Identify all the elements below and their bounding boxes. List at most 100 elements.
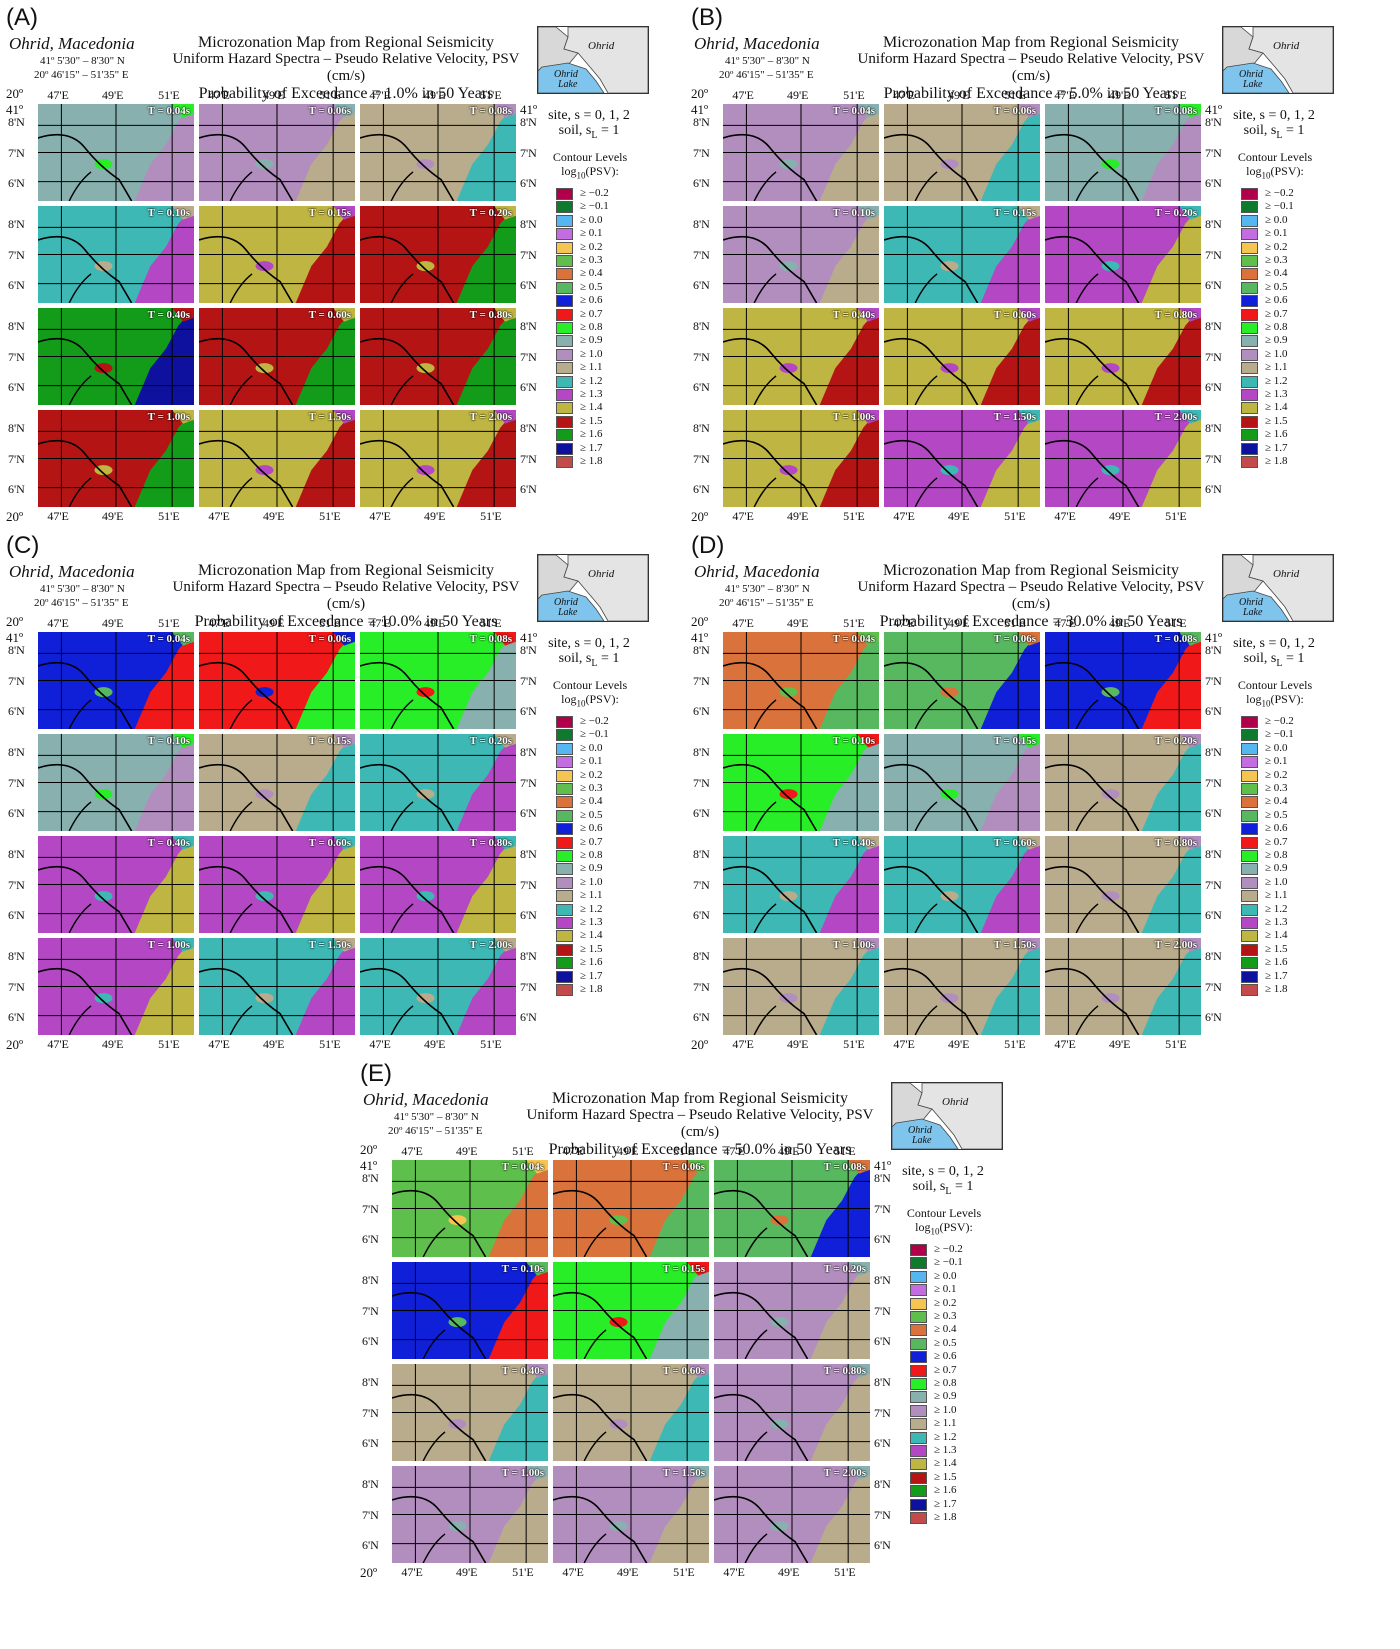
- contour-legend: ≥ −0.2 ≥ −0.1 ≥ 0.0 ≥ 0.1 ≥ 0.2 ≥ 0.3 ≥ 0.4 ≥ 0…: [556, 187, 626, 469]
- latitude-tick-label: 8'N: [693, 115, 710, 130]
- legend-label: ≥ 1.2: [580, 902, 603, 915]
- legend-swatch: [910, 1257, 927, 1270]
- latitude-tick-label: 8'N: [8, 217, 25, 232]
- longitude-tick-label: 49'E: [948, 1037, 970, 1051]
- longitude-tick-label: 49'E: [424, 509, 446, 523]
- legend-swatch: [1241, 756, 1258, 769]
- legend-swatch: [556, 729, 573, 742]
- legend-item: ≥ 1.8: [910, 1511, 980, 1525]
- period-label: T = 0.15s: [993, 735, 1036, 747]
- legend-swatch: [556, 362, 573, 375]
- map-tile-drawing: [553, 1160, 709, 1257]
- legend-label: ≥ 0.9: [1265, 862, 1288, 875]
- map-tile-2_00s: T = 2.00s: [360, 938, 516, 1035]
- map-tile-drawing: [1045, 410, 1201, 507]
- legend-item: ≥ 0.5: [556, 281, 626, 295]
- legend-item: ≥ 1.0: [1241, 876, 1311, 890]
- inset-lake-label: Ohrid: [908, 1125, 932, 1136]
- legend-item: ≥ 1.5: [1241, 415, 1311, 429]
- longitude-tick-label: 51'E: [319, 1037, 341, 1051]
- legend-label: ≥ 1.5: [1265, 942, 1288, 955]
- legend-swatch: [1241, 783, 1258, 795]
- latitude-tick-label: 6'N: [8, 805, 25, 820]
- legend-item: ≥ 0.2: [1241, 240, 1311, 255]
- latitude-tick-label: 6'N: [520, 1009, 537, 1024]
- legend-item: ≥ 0.4: [556, 795, 626, 809]
- map-tile-0_80s: T = 0.80s: [1045, 308, 1201, 405]
- legend-item: ≥ 0.5: [910, 1337, 980, 1351]
- site-line: site, s = 0, 1, 2: [1233, 636, 1315, 651]
- legend-label: ≥ 0.9: [934, 1390, 957, 1403]
- period-label: T = 2.00s: [469, 939, 512, 951]
- legend-swatch: [556, 783, 573, 795]
- legend-item: ≥ 0.4: [556, 267, 626, 281]
- period-label: T = 0.60s: [308, 309, 351, 321]
- corner-latitude-label-right: 41º: [520, 630, 538, 645]
- legend-item: ≥ 1.6: [556, 956, 626, 970]
- legend-swatch: [556, 415, 573, 428]
- latitude-tick-label: 6'N: [693, 481, 710, 496]
- latitude-tick-label: 7'N: [362, 1202, 379, 1217]
- latitude-tick-label: 6'N: [1205, 805, 1222, 820]
- legend-swatch: [910, 1284, 927, 1297]
- latitude-tick-label: 6'N: [520, 277, 537, 292]
- legend-label: ≥ 0.4: [580, 795, 603, 808]
- period-label: T = 0.20s: [469, 735, 512, 747]
- latitude-tick-label: 8'N: [1205, 847, 1222, 862]
- map-tile-1_50s: T = 1.50s: [199, 410, 355, 507]
- legend-item: ≥ 0.9: [556, 334, 626, 348]
- legend-item: ≥ 1.5: [556, 943, 626, 957]
- soil-line: soil, sL = 1: [888, 1179, 998, 1199]
- legend-item: ≥ 0.4: [1241, 795, 1311, 809]
- period-label: T = 0.15s: [308, 735, 351, 747]
- map-tile-1_50s: T = 1.50s: [199, 938, 355, 1035]
- legend-label: ≥ 1.7: [580, 969, 603, 982]
- period-label: T = 0.20s: [1154, 735, 1197, 747]
- corner-longitude-label: 20º: [360, 1142, 378, 1157]
- latitude-tick-label: 6'N: [362, 1231, 379, 1246]
- longitude-tick-label: 49'E: [263, 509, 285, 523]
- legend-item: ≥ 0.4: [1241, 267, 1311, 281]
- legend-label: ≥ 0.8: [934, 1377, 957, 1389]
- latitude-tick-label: 8'N: [8, 949, 25, 964]
- map-tile-0_15s: T = 0.15s: [884, 206, 1040, 303]
- legend-item: ≥ 1.5: [556, 415, 626, 429]
- legend-item: ≥ 1.7: [556, 442, 626, 456]
- legend-label: ≥ 0.2: [1265, 240, 1288, 253]
- legend-label: ≥ 0.8: [580, 321, 603, 333]
- longitude-tick-label: 49'E: [1109, 88, 1131, 102]
- legend-item: ≥ 1.2: [1241, 903, 1311, 917]
- map-tile-drawing: [360, 104, 516, 201]
- legend-swatch: [1241, 769, 1258, 782]
- map-panel-d: (D) Ohrid, Macedonia 41º 5'30" – 8'30" N 20…: [691, 532, 1381, 1057]
- legend-label: ≥ 0.3: [934, 1310, 957, 1322]
- soil-line-value: = 1: [597, 123, 620, 138]
- latitude-tick-label: 6'N: [8, 277, 25, 292]
- legend-label: ≥ 1.8: [580, 455, 603, 467]
- latitude-tick-label: 6'N: [693, 1009, 710, 1024]
- legend-label: ≥ 1.2: [1265, 374, 1288, 387]
- legend-swatch: [556, 970, 573, 983]
- latitude-tick-label: 6'N: [874, 1333, 891, 1348]
- longitude-tick-label: 49'E: [102, 616, 124, 630]
- legend-item: ≥ 0.5: [1241, 281, 1311, 295]
- longitude-tick-label: 47'E: [208, 616, 230, 630]
- legend-swatch: [556, 984, 573, 996]
- latitude-range: 41º 5'30" – 8'30" N: [394, 1111, 479, 1123]
- legend-item: ≥ 0.3: [1241, 782, 1311, 796]
- legend-swatch: [1241, 716, 1258, 728]
- latitude-tick-label: 7'N: [520, 980, 537, 995]
- map-tile-0_08s: T = 0.08s: [714, 1160, 870, 1257]
- legend-item: ≥ 0.6: [556, 294, 626, 308]
- period-label: T = 0.60s: [993, 837, 1036, 849]
- map-title: Microzonation Map from Regional Seismici…: [883, 562, 1179, 579]
- legend-item: ≥ 0.9: [1241, 862, 1311, 876]
- legend-item: ≥ 0.2: [556, 241, 626, 255]
- period-label: T = 2.00s: [469, 411, 512, 423]
- period-label: T = 0.15s: [993, 207, 1036, 219]
- legend-swatch: [556, 957, 573, 970]
- latitude-tick-label: 6'N: [8, 175, 25, 190]
- longitude-tick-label: 51'E: [1004, 88, 1026, 102]
- longitude-tick-label: 51'E: [319, 88, 341, 102]
- latitude-tick-label: 6'N: [520, 703, 537, 718]
